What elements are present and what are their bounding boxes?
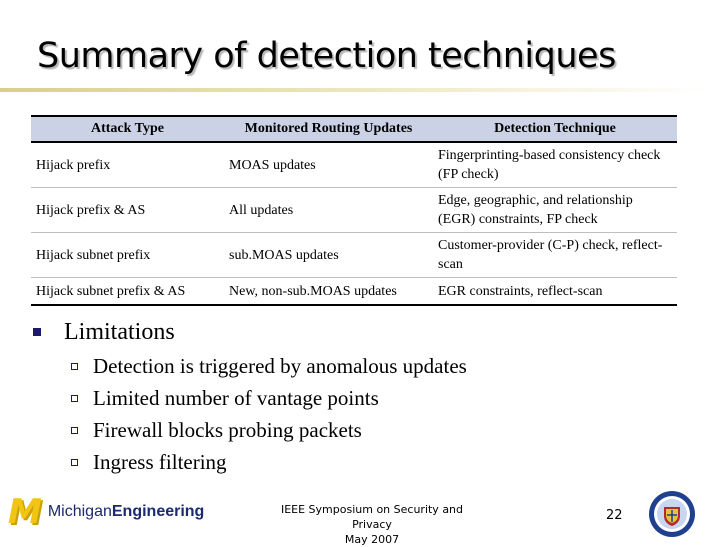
limitation-text: Limited number of vantage points <box>93 385 379 410</box>
cell-attack-type: Hijack subnet prefix & AS <box>31 277 224 306</box>
page-number: 22 <box>606 508 623 523</box>
list-item: Ingress filtering <box>71 446 467 478</box>
table-row: Hijack prefix & AS All updates Edge, geo… <box>31 187 677 233</box>
cell-monitored-updates: MOAS updates <box>224 142 433 188</box>
logo-wordmark: MichiganEngineering <box>48 503 204 521</box>
limitation-text: Firewall blocks probing packets <box>93 417 362 442</box>
limitations-heading: Limitations <box>64 318 175 345</box>
hollow-square-bullet-icon <box>71 362 78 370</box>
list-item: Detection is triggered by anomalous upda… <box>71 350 467 382</box>
limitations-section: Limitations Detection is triggered by an… <box>33 316 467 478</box>
list-item: Firewall blocks probing packets <box>71 414 467 446</box>
limitations-heading-item: Limitations <box>33 316 467 348</box>
conference-name: IEEE Symposium on Security and Privacy <box>280 503 464 531</box>
table-row: Hijack prefix MOAS updates Fingerprintin… <box>31 142 677 188</box>
cell-detection-technique: Edge, geographic, and relationship (EGR)… <box>433 187 677 233</box>
logo-word-engineering: Engineering <box>111 503 205 520</box>
cell-detection-technique: EGR constraints, reflect-scan <box>433 277 677 306</box>
detection-table: Attack Type Monitored Routing Updates De… <box>31 115 677 306</box>
cell-monitored-updates: All updates <box>224 187 433 233</box>
hollow-square-bullet-icon <box>71 458 78 466</box>
university-seal-icon <box>649 491 695 537</box>
cell-detection-technique: Fingerprinting-based consistency check (… <box>433 142 677 188</box>
list-item: Limited number of vantage points <box>71 382 467 414</box>
limitation-text: Detection is triggered by anomalous upda… <box>93 353 467 378</box>
header-monitored-updates: Monitored Routing Updates <box>224 115 433 143</box>
limitations-list: Detection is triggered by anomalous upda… <box>33 350 467 478</box>
logo-word-michigan: Michigan <box>47 503 112 520</box>
cell-attack-type: Hijack prefix <box>31 142 224 188</box>
slide-title: Summary of detection techniques <box>37 36 616 76</box>
hollow-square-bullet-icon <box>71 394 78 402</box>
header-attack-type: Attack Type <box>31 115 224 143</box>
hollow-square-bullet-icon <box>71 426 78 434</box>
table-row: Hijack subnet prefix sub.MOAS updates Cu… <box>31 232 677 278</box>
filled-square-bullet-icon <box>33 328 41 336</box>
header-detection-technique: Detection Technique <box>433 115 677 143</box>
cell-monitored-updates: sub.MOAS updates <box>224 232 433 278</box>
cell-detection-technique: Customer-provider (C-P) check, reflect-s… <box>433 232 677 278</box>
table-header-row: Attack Type Monitored Routing Updates De… <box>31 115 677 143</box>
limitation-text: Ingress filtering <box>93 449 227 474</box>
cell-monitored-updates: New, non-sub.MOAS updates <box>224 277 433 306</box>
cell-attack-type: Hijack subnet prefix <box>31 232 224 278</box>
table-row: Hijack subnet prefix & AS New, non-sub.M… <box>31 277 677 306</box>
cell-attack-type: Hijack prefix & AS <box>31 187 224 233</box>
conference-footer: IEEE Symposium on Security and Privacy M… <box>274 502 470 547</box>
michigan-engineering-logo: M MichiganEngineering <box>8 495 204 529</box>
block-m-icon: M <box>8 492 42 532</box>
title-underline <box>0 88 708 92</box>
